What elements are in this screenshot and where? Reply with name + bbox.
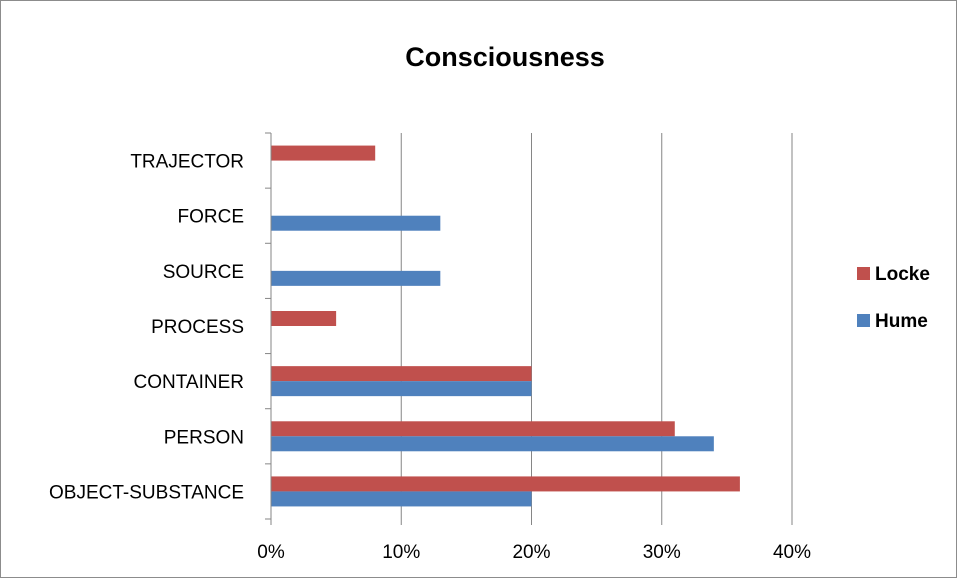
x-tick-label: 20% xyxy=(512,542,550,563)
bar-hume xyxy=(271,436,714,452)
x-tick-label: 30% xyxy=(643,542,681,563)
x-tick-label: 10% xyxy=(382,542,420,563)
category-label: FORCE xyxy=(178,207,245,228)
legend: Locke Hume xyxy=(857,264,930,332)
axes: 0% 10% 20% 30% 40% OBJECT-SUBSTANCE PERSON CONT… xyxy=(49,132,811,563)
bar-locke xyxy=(271,311,337,326)
bar-hume xyxy=(271,381,532,397)
category-label: PERSON xyxy=(164,427,244,448)
category-label: OBJECT-SUBSTANCE xyxy=(49,482,244,503)
chart-title: Consciousness xyxy=(405,42,605,72)
legend-swatch-hume xyxy=(857,314,870,327)
x-tick-label: 40% xyxy=(773,542,811,563)
legend-swatch-locke xyxy=(857,267,870,280)
legend-label-locke: Locke xyxy=(875,264,930,285)
category-label: SOURCE xyxy=(163,262,244,283)
bar-locke xyxy=(271,476,740,492)
category-label: CONTAINER xyxy=(134,372,244,393)
category-label: PROCESS xyxy=(151,317,244,338)
bar-hume xyxy=(271,491,532,507)
category-label: TRAJECTOR xyxy=(130,152,244,173)
gridlines xyxy=(400,133,793,519)
x-tick-label: 0% xyxy=(257,542,285,563)
bar-locke xyxy=(271,421,675,437)
bars xyxy=(271,145,740,507)
bar-locke xyxy=(271,366,532,382)
legend-label-hume: Hume xyxy=(875,311,928,332)
bar-locke xyxy=(271,145,376,161)
bar-hume xyxy=(271,270,441,286)
bar-hume xyxy=(271,215,441,231)
